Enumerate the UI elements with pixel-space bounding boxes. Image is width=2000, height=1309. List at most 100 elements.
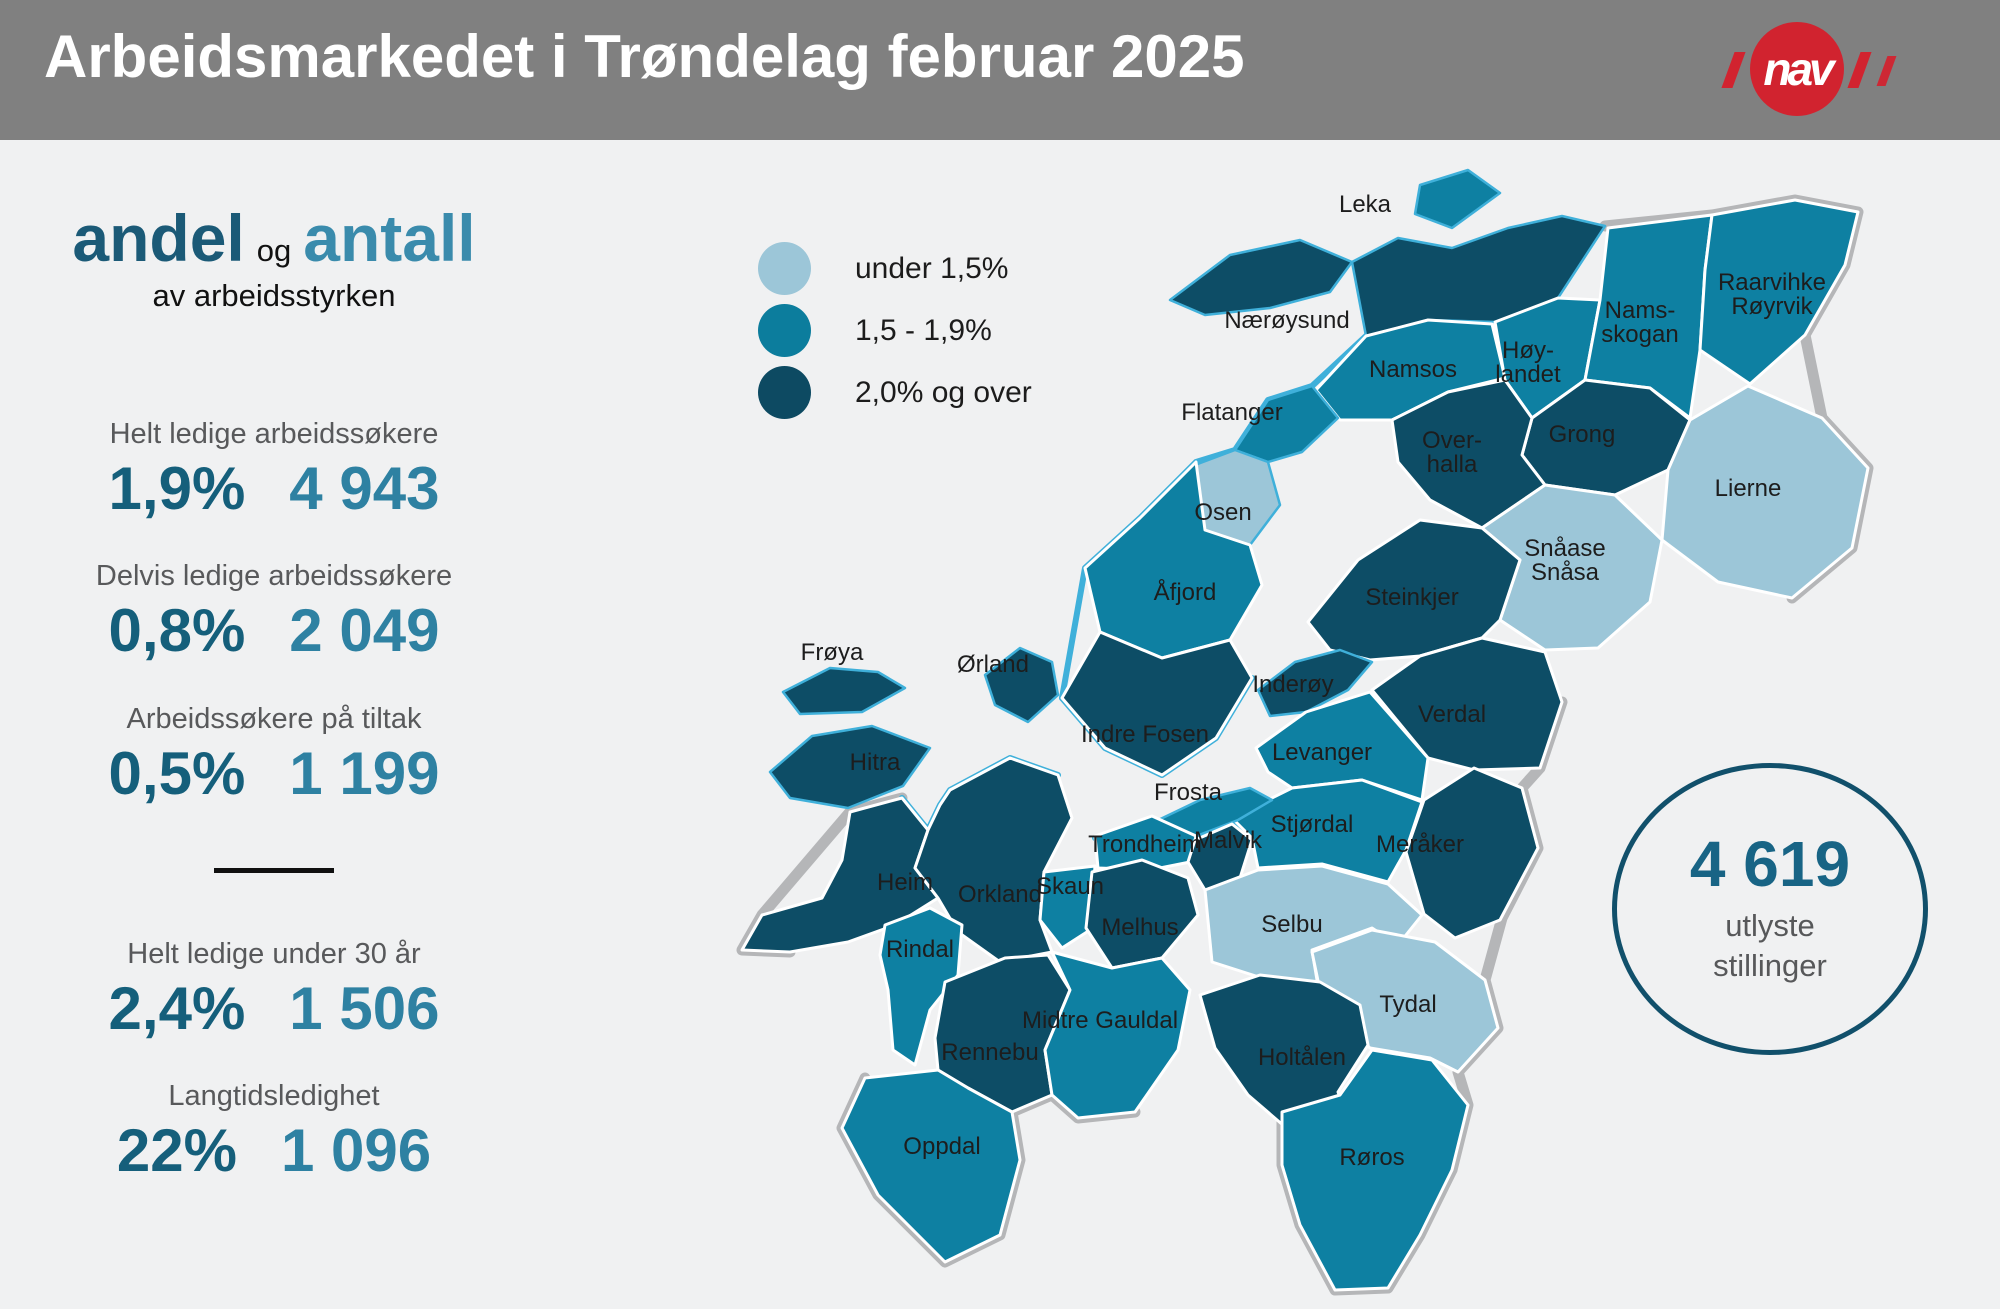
municipality-label-r-ros: Røros [1339, 1144, 1404, 1171]
municipality-label-steinkjer: Steinkjer [1365, 584, 1458, 611]
page-title: Arbeidsmarkedet i Trøndelag februar 2025 [44, 23, 1245, 90]
municipality-label-tydal: Tydal [1379, 991, 1436, 1018]
municipality-label--rland: Ørland [957, 651, 1029, 678]
municipality-verdal [1370, 636, 1564, 772]
intro-word-antall: antall [303, 201, 476, 275]
municipality-label--fjord: Åfjord [1154, 578, 1217, 606]
municipality-label-holt-len: Holtålen [1258, 1044, 1346, 1071]
municipality-label-fr-ya: Frøya [801, 639, 864, 666]
municipality-label-indre-fosen: Indre Fosen [1081, 721, 1209, 748]
municipality-label-stj-rdal: Stjørdal [1271, 811, 1354, 838]
municipality-label-overhalla: Over-halla [1422, 427, 1482, 478]
legend-label: 1,5 - 1,9% [855, 313, 992, 347]
stat-label: Langtidsledighet [168, 1080, 380, 1112]
stat-count: 4 943 [289, 455, 440, 522]
municipality-midtre-gauldal [1043, 950, 1192, 1120]
municipality-n-r-ysund [1168, 238, 1354, 317]
divider [214, 868, 334, 873]
municipality-label-namsos: Namsos [1369, 356, 1457, 383]
nav-logo: nav [1721, 18, 1922, 122]
municipality-label-levanger: Levanger [1272, 739, 1372, 766]
municipality-label-melhus: Melhus [1101, 914, 1178, 941]
nav-logo-text: nav [1763, 43, 1834, 95]
vacancies-value: 4 619 [1689, 827, 1851, 900]
intro-subtitle: av arbeidsstyrken [152, 278, 396, 313]
stat-count: 2 049 [289, 597, 440, 664]
municipality-label-sn-ase-sn-sa: Snåase Snåsa [1524, 535, 1605, 586]
municipality-label-rennebu: Rennebu [941, 1039, 1038, 1066]
municipality-label-mer-ker: Meråker [1376, 831, 1464, 858]
municipality-overhalla [1390, 378, 1547, 530]
stat-paa-tiltak: Arbeidssøkere på tiltak 0,5% 1 199 [28, 703, 520, 804]
municipality-label-h-ylandet: Høy-landet [1495, 337, 1561, 388]
intro-word-andel: andel [72, 201, 245, 275]
municipality-label-grong: Grong [1549, 421, 1616, 448]
municipality-mer-ker [1404, 766, 1540, 940]
municipality-oppdal [840, 1068, 1022, 1264]
municipality-label-heim: Heim [877, 869, 933, 896]
municipality-label-flatanger: Flatanger [1181, 399, 1282, 426]
municipality--rland [983, 646, 1060, 724]
municipality-label-hitra: Hitra [850, 749, 901, 776]
legend-color-dot [758, 366, 811, 419]
municipality-levanger [1254, 690, 1430, 802]
legend-item-0: under 1,5% [758, 242, 1032, 295]
municipality-leka [1413, 168, 1502, 230]
stat-delvis-ledige: Delvis ledige arbeidssøkere 0,8% 2 049 [28, 560, 520, 661]
stat-under-30: Helt ledige under 30 år 2,4% 1 506 [28, 938, 520, 1039]
vacancies-label: utlyste stillinger [1713, 907, 1827, 983]
legend-item-1: 1,5 - 1,9% [758, 304, 1032, 357]
municipality-label-skaun: Skaun [1036, 873, 1104, 900]
legend-label: 2,0% og over [855, 375, 1032, 409]
legend-label: under 1,5% [855, 251, 1009, 285]
municipality-label-selbu: Selbu [1261, 911, 1322, 938]
legend-color-dot [758, 304, 811, 357]
municipality-label-lierne: Lierne [1715, 475, 1782, 502]
legend-color-dot [758, 242, 811, 295]
nav-logo-circle-icon: nav [1750, 22, 1844, 116]
municipality-label-leka: Leka [1339, 191, 1392, 218]
vacancies-circle: 4 619 utlyste stillinger [1612, 763, 1928, 1055]
municipality-label-rindal: Rindal [886, 936, 954, 963]
municipality-label-verdal: Verdal [1418, 701, 1486, 728]
municipality-label-namsskogan: Nams-skogan [1601, 297, 1678, 348]
stat-count: 1 096 [280, 1117, 432, 1184]
stat-helt-ledige: Helt ledige arbeidssøkere 1,9% 4 943 [28, 418, 520, 519]
stat-percent: 22% [116, 1117, 237, 1184]
municipality-label-orkland: Orkland [958, 881, 1042, 908]
municipality-hitra [768, 724, 932, 810]
stat-percent: 2,4% [108, 975, 246, 1042]
stat-percent: 1,9% [108, 455, 246, 522]
intro-word-og: og [256, 233, 292, 268]
stat-percent: 0,5% [108, 740, 246, 807]
municipality-indre-fosen [1060, 630, 1254, 777]
municipality-label-inder-y: Inderøy [1252, 671, 1333, 698]
stat-label: Helt ledige under 30 år [127, 938, 421, 970]
municipality-melhus [1084, 858, 1200, 970]
legend-item-2: 2,0% og over [758, 366, 1032, 419]
header: Arbeidsmarkedet i Trøndelag februar 2025… [0, 0, 2000, 140]
municipality-rindal [878, 906, 964, 1067]
intro-heading: andel og antall av arbeidsstyrken [28, 200, 520, 314]
municipality-label-n-r-ysund: Nærøysund [1224, 307, 1349, 334]
municipality-stj-rdal [1230, 778, 1424, 884]
map-legend: under 1,5% 1,5 - 1,9% 2,0% og over [758, 242, 1032, 428]
stat-label: Delvis ledige arbeidssøkere [95, 560, 453, 592]
municipality-label-oppdal: Oppdal [903, 1133, 980, 1160]
municipality-label-trondheim: Trondheim [1088, 831, 1202, 858]
municipality-fr-ya [781, 666, 907, 716]
municipality-inder-y [1256, 648, 1374, 718]
municipality-label-frosta: Frosta [1154, 779, 1223, 806]
municipality-label-osen: Osen [1194, 499, 1251, 526]
stat-langtidsledighet: Langtidsledighet 22% 1 096 [28, 1080, 520, 1181]
municipality-skaun [1038, 864, 1097, 950]
stat-percent: 0,8% [108, 597, 246, 664]
municipality-holt-len [1198, 973, 1370, 1140]
municipality-label-malvik: Malvik [1194, 827, 1263, 854]
stat-label: Helt ledige arbeidssøkere [109, 418, 439, 450]
municipality-r-ros [1280, 1048, 1470, 1292]
stat-label: Arbeidssøkere på tiltak [126, 703, 422, 735]
municipality-label-midtre-gauldal: Midtre Gauldal [1022, 1007, 1178, 1034]
